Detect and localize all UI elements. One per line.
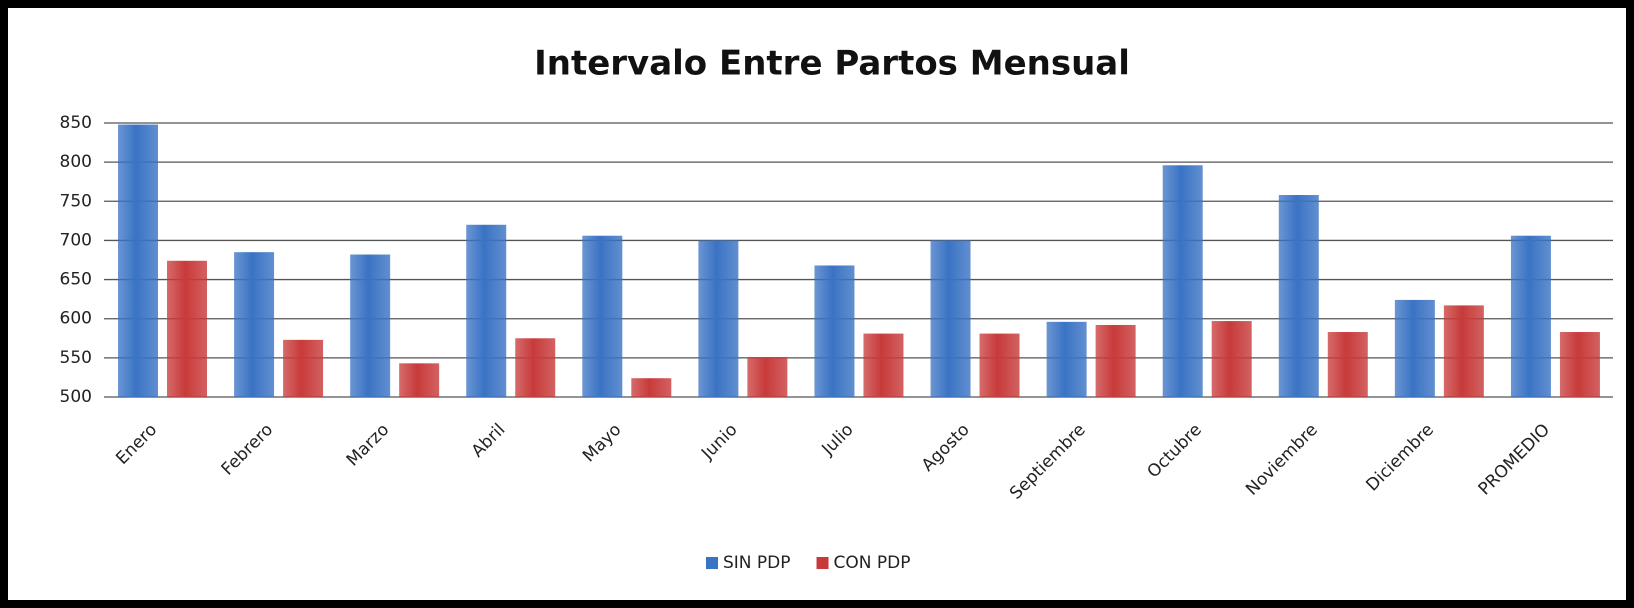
legend-swatch — [706, 557, 718, 569]
bar — [1510, 235, 1551, 397]
bar — [1046, 321, 1087, 397]
bar — [167, 260, 207, 397]
chart-title: Intervalo Entre Partos Mensual — [534, 44, 1130, 84]
bar — [234, 252, 275, 397]
bar — [1278, 195, 1319, 397]
bar — [1394, 299, 1435, 397]
bar — [515, 338, 556, 397]
bar — [283, 339, 324, 397]
bar — [1162, 165, 1203, 397]
bar — [698, 240, 739, 397]
bar — [631, 378, 672, 397]
bar — [747, 357, 788, 397]
bar — [814, 265, 855, 397]
bar — [979, 333, 1020, 397]
y-tick-label: 550 — [60, 348, 92, 368]
legend-swatch — [816, 557, 829, 569]
bar — [1443, 305, 1484, 397]
bar — [399, 363, 440, 397]
bar — [1559, 332, 1600, 397]
bar — [350, 254, 391, 397]
bar — [582, 235, 623, 397]
bar — [1327, 332, 1368, 397]
y-tick-label: 800 — [60, 152, 92, 172]
y-tick-label: 850 — [60, 113, 92, 133]
y-tick-label: 750 — [60, 191, 92, 211]
y-tick-label: 600 — [60, 309, 92, 329]
bar — [118, 124, 158, 398]
y-tick-label: 500 — [60, 387, 92, 407]
y-tick-label: 700 — [60, 230, 92, 250]
legend-label: SIN PDP — [723, 553, 791, 573]
bar — [930, 240, 971, 397]
bar — [1095, 324, 1136, 397]
y-tick-label: 650 — [60, 270, 92, 290]
bar — [863, 333, 904, 397]
bar — [1211, 321, 1252, 397]
bar — [466, 224, 507, 397]
legend-label: CON PDP — [834, 553, 911, 573]
